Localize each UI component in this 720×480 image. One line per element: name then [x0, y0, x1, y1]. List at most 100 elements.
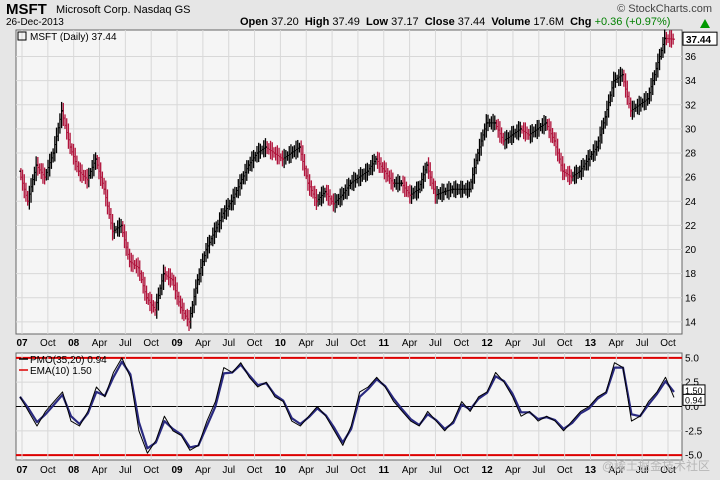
pmo-x-tick-label: Jul	[429, 465, 442, 476]
pmo-x-tick-label: 11	[378, 465, 389, 476]
price-point	[528, 134, 531, 136]
price-point	[622, 73, 624, 76]
price-point	[392, 182, 395, 185]
price-x-tick-label: Apr	[92, 338, 108, 349]
price-point	[384, 170, 387, 172]
pmo-last-box	[682, 393, 706, 406]
price-point	[104, 188, 106, 191]
price-point	[307, 182, 310, 185]
price-x-tick-label: Jul	[119, 338, 132, 349]
price-y-tick-label: 18	[685, 269, 697, 280]
price-point	[146, 297, 149, 299]
pmo-x-tick-label: 12	[482, 465, 494, 476]
price-point	[180, 306, 183, 309]
price-point	[562, 170, 565, 172]
price-point	[324, 190, 327, 193]
price-point	[494, 122, 497, 124]
price-point	[477, 152, 480, 154]
price-point	[401, 182, 404, 185]
close-label: Close	[424, 16, 455, 28]
pmo-x-tick-label: Apr	[609, 465, 625, 476]
price-point	[520, 128, 522, 130]
price-point	[95, 158, 98, 160]
price-point	[129, 260, 132, 263]
price-point	[511, 134, 514, 136]
price-point	[282, 158, 285, 160]
price-point	[87, 178, 89, 181]
pmo-last-label: 0.94	[685, 395, 703, 405]
price-point	[189, 321, 191, 323]
price-y-tick-label: 24	[685, 197, 697, 208]
ema-last-label: 1.50	[685, 386, 703, 396]
brand-label: © StockCharts.com	[617, 3, 712, 15]
pmo-x-tick-label: Oct	[143, 465, 159, 476]
price-point	[367, 170, 370, 172]
price-x-tick-label: Apr	[298, 338, 314, 349]
pmo-x-tick-label: Apr	[298, 465, 314, 476]
high-value: 37.49	[332, 16, 360, 28]
pmo-x-tick-label: Apr	[92, 465, 108, 476]
pmo-x-tick-label: Jul	[222, 465, 235, 476]
price-point	[375, 158, 378, 160]
price-point	[206, 248, 208, 251]
price-point	[70, 146, 72, 148]
volume-value: 17.6M	[533, 16, 564, 28]
pmo-x-tick-label: Apr	[402, 465, 418, 476]
price-x-tick-label: Jul	[222, 338, 235, 349]
price-point	[426, 164, 429, 166]
price-point	[248, 164, 251, 166]
price-point	[61, 110, 64, 112]
price-point	[358, 176, 361, 178]
price-x-tick-label: Apr	[195, 338, 211, 349]
price-point	[452, 188, 454, 191]
low-value: 37.17	[391, 16, 419, 28]
symbol-title: MSFT	[6, 1, 47, 18]
price-y-tick-label: 20	[685, 245, 697, 256]
price-x-tick-label: Oct	[143, 338, 159, 349]
price-y-tick-label: 28	[685, 149, 697, 160]
price-point	[240, 182, 242, 185]
last-price-box	[682, 31, 718, 46]
price-point	[409, 194, 412, 197]
price-point	[350, 182, 353, 185]
price-point	[460, 188, 463, 191]
price-x-tick-label: Jul	[532, 338, 545, 349]
price-point	[27, 200, 30, 203]
price-point	[341, 194, 344, 197]
price-x-tick-label: Apr	[402, 338, 418, 349]
price-point	[214, 230, 217, 233]
price-point	[486, 122, 488, 124]
price-point	[605, 116, 607, 118]
pmo-x-tick-label: 08	[68, 465, 80, 476]
price-point	[112, 230, 115, 233]
price-point	[316, 200, 319, 203]
pmo-y-tick-label: -5.0	[685, 451, 703, 462]
price-point	[588, 158, 590, 160]
price-point	[554, 140, 556, 142]
price-point	[290, 152, 293, 154]
pmo-line	[19, 357, 675, 454]
price-point	[418, 188, 420, 191]
pmo-x-tick-label: 13	[585, 465, 597, 476]
price-x-tick-label: Jul	[636, 338, 649, 349]
pmo-x-tick-label: Oct	[660, 465, 676, 476]
open-value: 37.20	[271, 16, 299, 28]
price-point	[630, 110, 633, 112]
price-y-tick-label: 30	[685, 124, 697, 135]
price-point	[78, 170, 81, 172]
price-point	[197, 278, 200, 281]
pmo-x-tick-label: Apr	[195, 465, 211, 476]
price-point	[36, 164, 38, 166]
price-point	[579, 170, 582, 172]
price-x-tick-label: Oct	[453, 338, 469, 349]
high-label: High	[304, 16, 330, 28]
price-point	[673, 38, 675, 40]
legend-checkbox-icon	[17, 31, 27, 41]
price-point	[44, 176, 47, 178]
price-point	[503, 140, 505, 142]
pmo-legend-label: PMO(35,20) 0.94	[30, 355, 107, 366]
chg-label: Chg	[570, 16, 592, 28]
price-point	[443, 190, 446, 193]
price-point	[596, 146, 599, 148]
open-label: Open	[240, 16, 269, 28]
